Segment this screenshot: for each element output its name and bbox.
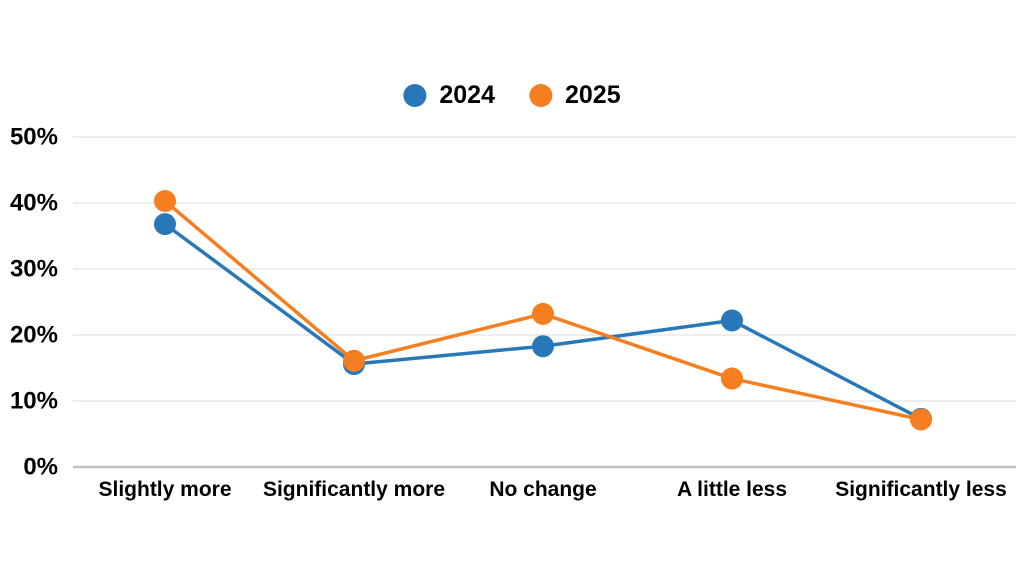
legend-dot-icon [403, 84, 427, 107]
data-point-2024-2 [532, 335, 554, 358]
x-axis-category-label: A little less [677, 478, 787, 501]
x-axis-category-label: Significantly more [263, 478, 445, 501]
data-point-2025-0 [154, 190, 176, 213]
data-point-2025-2 [532, 302, 554, 325]
data-point-2025-4 [910, 408, 932, 431]
data-point-2025-3 [721, 367, 743, 390]
data-point-2024-3 [721, 309, 743, 332]
y-axis-tick-label: 10% [10, 388, 58, 415]
legend-dot-icon [529, 84, 552, 107]
x-axis-category-label: Significantly less [835, 478, 1007, 501]
y-axis-tick-label: 50% [10, 124, 58, 151]
y-axis-tick-label: 0% [23, 454, 58, 481]
legend-item-2025: 2025 [529, 83, 621, 108]
legend-label: 2024 [439, 81, 495, 109]
x-axis-category-label: Slightly more [98, 478, 231, 501]
y-axis-tick-label: 40% [10, 190, 58, 217]
legend-item-2024: 2024 [403, 83, 495, 108]
x-axis-category-label: No change [489, 478, 596, 501]
y-axis-tick-label: 30% [10, 256, 58, 283]
chart-legend: 2024 2025 [403, 83, 621, 108]
y-axis-tick-label: 20% [10, 322, 58, 349]
legend-label: 2025 [565, 81, 621, 109]
data-point-2024-0 [154, 213, 176, 236]
data-point-2025-1 [343, 349, 365, 372]
